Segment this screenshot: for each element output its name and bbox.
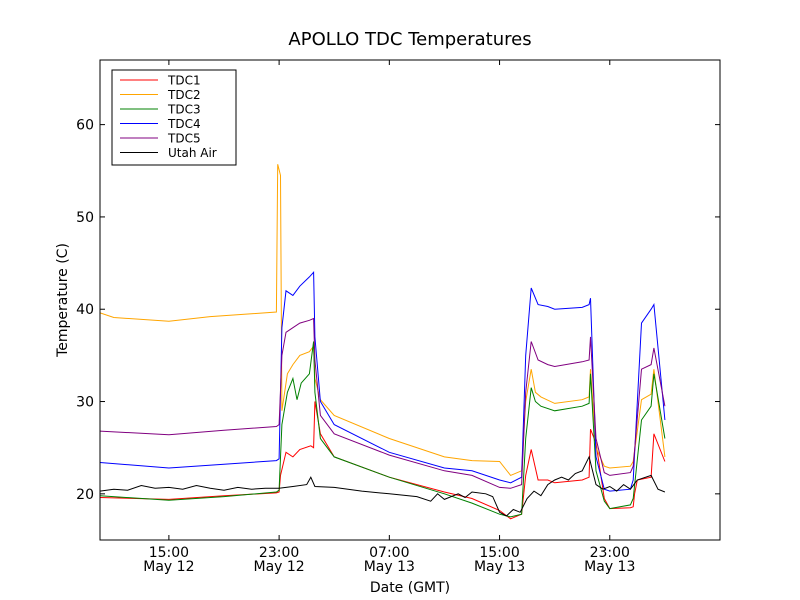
x-axis-label: Date (GMT) <box>370 580 450 596</box>
series-line-tdc2 <box>100 164 666 477</box>
chart-title: APOLLO TDC Temperatures <box>288 29 531 50</box>
legend-label-tdc3: TDC3 <box>167 103 201 117</box>
y-tick-label: 20 <box>76 487 94 503</box>
legend-label-tdc5: TDC5 <box>167 132 201 146</box>
series-line-tdc5 <box>100 317 666 489</box>
plot-area <box>99 59 721 541</box>
legend-label-tdc4: TDC4 <box>167 117 201 131</box>
series-line-tdc4 <box>100 271 666 492</box>
x-tick-label-time: 15:00 <box>149 545 189 561</box>
series-line-utah-air <box>100 455 666 517</box>
y-tick-label: 50 <box>76 210 94 226</box>
legend-box <box>111 69 237 166</box>
legend-label-tdc1: TDC1 <box>167 74 201 88</box>
x-tick-label-date: May 13 <box>474 559 525 575</box>
y-axis-label: Temperature (C) <box>55 243 71 358</box>
x-tick-label-time: 07:00 <box>369 545 409 561</box>
x-tick-label-time: 15:00 <box>479 545 519 561</box>
series-line-tdc1 <box>100 401 666 520</box>
y-tick-label: 30 <box>76 395 94 411</box>
x-tick-label-date: May 13 <box>584 559 635 575</box>
legend-label-utah-air: Utah Air <box>168 146 217 160</box>
x-tick-label-date: May 13 <box>364 559 415 575</box>
y-tick-label: 60 <box>76 118 94 134</box>
legend-label-tdc2: TDC2 <box>167 88 201 102</box>
y-tick-label: 40 <box>76 302 94 318</box>
series-layer <box>100 164 666 520</box>
x-tick-label-date: May 12 <box>254 559 305 575</box>
x-tick-label-time: 23:00 <box>259 545 299 561</box>
x-tick-label-time: 23:00 <box>590 545 630 561</box>
x-tick-label-date: May 12 <box>143 559 194 575</box>
